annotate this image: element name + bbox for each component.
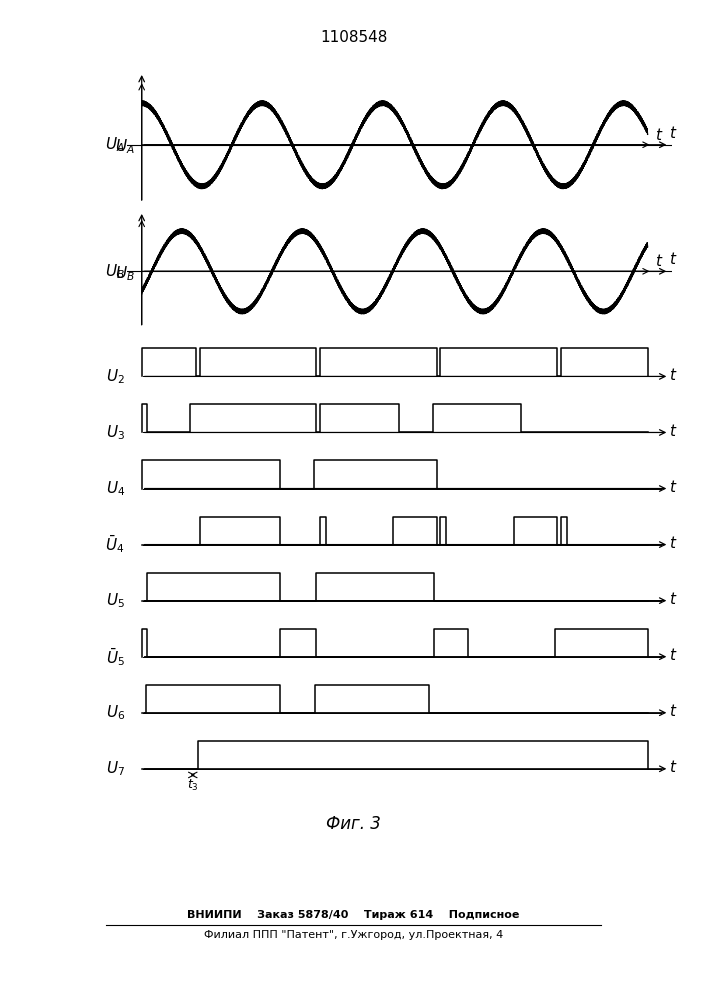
Text: t: t bbox=[655, 128, 661, 143]
Text: Филиал ППП "Патент", г.Ужгород, ул.Проектная, 4: Филиал ППП "Патент", г.Ужгород, ул.Проек… bbox=[204, 930, 503, 940]
Text: t: t bbox=[670, 760, 675, 775]
Text: $t_3$: $t_3$ bbox=[187, 778, 199, 793]
Text: $U_5$: $U_5$ bbox=[106, 591, 125, 610]
Text: $U_B$: $U_B$ bbox=[105, 262, 125, 281]
Text: t: t bbox=[670, 648, 675, 663]
Text: $U_3$: $U_3$ bbox=[106, 423, 125, 442]
Text: t: t bbox=[670, 480, 675, 495]
Text: t: t bbox=[670, 536, 675, 551]
Text: t: t bbox=[670, 252, 675, 267]
Text: t: t bbox=[670, 368, 675, 383]
Text: $U_B$: $U_B$ bbox=[115, 264, 134, 283]
Text: t: t bbox=[670, 592, 675, 607]
Text: Фиг. 3: Фиг. 3 bbox=[326, 815, 381, 833]
Text: $U_4$: $U_4$ bbox=[105, 479, 125, 498]
Text: t: t bbox=[670, 126, 675, 141]
Text: $U_A$: $U_A$ bbox=[105, 135, 125, 154]
Text: ВНИИПИ    Заказ 5878/40    Тираж 614    Подписное: ВНИИПИ Заказ 5878/40 Тираж 614 Подписное bbox=[187, 910, 520, 920]
Text: 1108548: 1108548 bbox=[320, 30, 387, 45]
Text: $\bar{U}_4$: $\bar{U}_4$ bbox=[105, 534, 125, 555]
Text: $U_7$: $U_7$ bbox=[106, 759, 125, 778]
Text: $\bar{U}_5$: $\bar{U}_5$ bbox=[106, 646, 125, 668]
Text: $U_6$: $U_6$ bbox=[105, 703, 125, 722]
Text: t: t bbox=[670, 424, 675, 439]
Text: $U_2$: $U_2$ bbox=[106, 367, 125, 386]
Text: $U_A$: $U_A$ bbox=[115, 137, 134, 156]
Text: t: t bbox=[670, 704, 675, 719]
Text: t: t bbox=[655, 254, 661, 269]
